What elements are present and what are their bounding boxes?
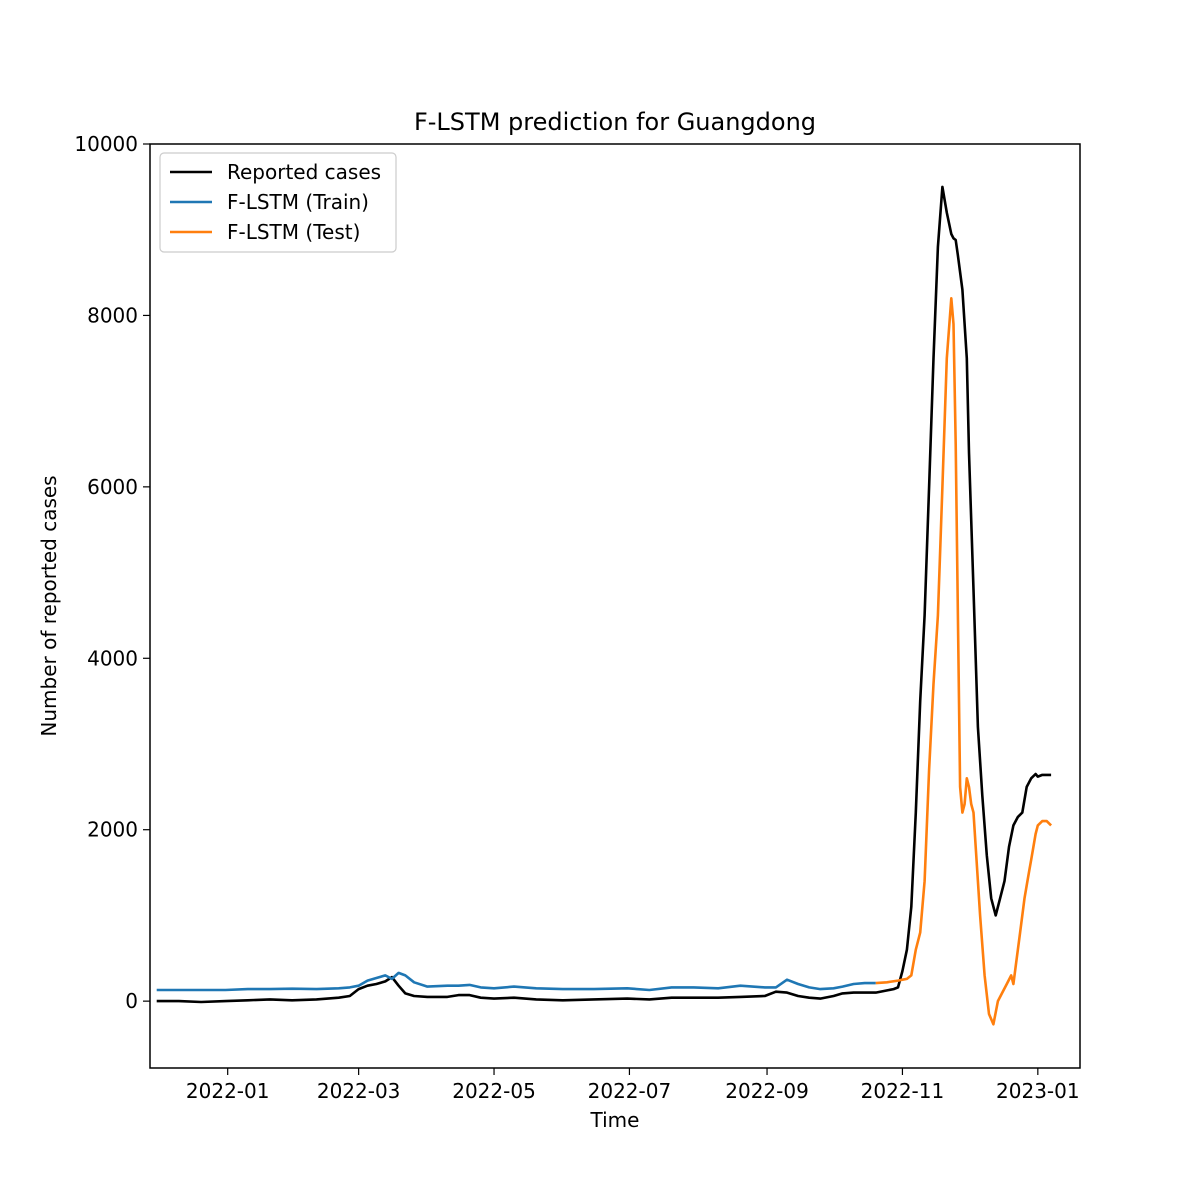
- x-tick-label: 2022-09: [725, 1079, 809, 1103]
- y-tick-label: 10000: [74, 132, 138, 156]
- x-tick-label: 2023-01: [996, 1079, 1080, 1103]
- y-tick-label: 2000: [87, 818, 138, 842]
- plot-frame: [149, 143, 1081, 1069]
- x-tick-label: 2022-01: [186, 1079, 270, 1103]
- x-tick-label: 2022-03: [317, 1079, 401, 1103]
- x-tick-label: 2022-05: [452, 1079, 536, 1103]
- series-layer: [156, 185, 1053, 1026]
- x-tick-label: 2022-07: [588, 1079, 672, 1103]
- x-tick-label: 2022-11: [861, 1079, 945, 1103]
- chart-title: F-LSTM prediction for Guangdong: [414, 108, 816, 136]
- legend-label-1: F-LSTM (Train): [227, 190, 369, 214]
- y-tick-label: 4000: [87, 646, 138, 670]
- y-axis-label: Number of reported cases: [37, 475, 61, 736]
- x-axis: 2022-01 2022-03 2022-05 2022-07 2022-09 2022-…: [186, 1068, 1080, 1103]
- y-tick-label: 0: [125, 989, 138, 1013]
- y-tick-label: 8000: [87, 303, 138, 327]
- legend-label-2: F-LSTM (Test): [227, 220, 360, 244]
- legend-box: [159, 152, 397, 253]
- y-tick-label: 6000: [87, 475, 138, 499]
- y-axis: 0 2000 4000 6000 8000 10000: [74, 132, 150, 1013]
- legend-label-0: Reported cases: [227, 160, 381, 184]
- series-line-1: [156, 971, 876, 992]
- x-axis-label: Time: [590, 1108, 640, 1132]
- series-line-2: [875, 297, 1053, 1026]
- legend: Reported cases F-LSTM (Train) F-LSTM (Test…: [159, 152, 397, 253]
